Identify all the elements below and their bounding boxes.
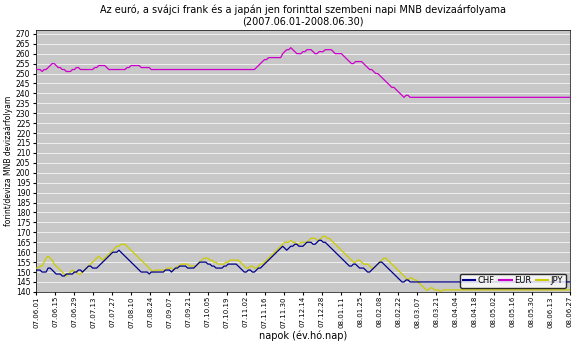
Y-axis label: forint/deviza MNB devizaárfolyam: forint/deviza MNB devizaárfolyam [4, 96, 13, 226]
X-axis label: napok (év.hó.nap): napok (év.hó.nap) [259, 330, 347, 341]
Legend: CHF, EUR, JPY: CHF, EUR, JPY [460, 274, 565, 288]
Title: Az euró, a svájci frank és a japán jen forinttal szembeni napi MNB devizaárfolya: Az euró, a svájci frank és a japán jen f… [100, 4, 506, 26]
